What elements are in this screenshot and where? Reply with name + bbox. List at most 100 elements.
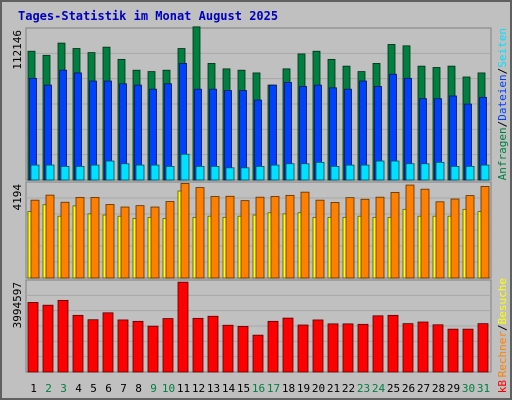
bar-besuche	[255, 196, 265, 279]
x-tick-label: 27	[417, 382, 430, 395]
bar-besuche	[120, 206, 130, 279]
x-tick-label: 23	[357, 382, 370, 395]
bar-besuche	[420, 188, 430, 279]
x-tick-label: 9	[150, 382, 157, 395]
bar-seiten	[255, 166, 265, 181]
x-tick-label: 22	[342, 382, 355, 395]
bar-seiten	[195, 166, 205, 181]
legend-entry: kB	[496, 380, 509, 394]
bar-seiten	[90, 164, 100, 181]
bar-besuche	[285, 194, 295, 279]
bar-kb	[237, 325, 249, 373]
bar-besuche	[360, 198, 370, 279]
bar-seiten	[210, 166, 220, 181]
x-tick-label: 10	[162, 382, 175, 395]
x-tick-label: 26	[402, 382, 415, 395]
bar-kb	[372, 315, 384, 373]
bar-besuche	[75, 197, 85, 279]
bar-seiten	[405, 163, 415, 181]
bar-besuche	[30, 199, 40, 279]
x-tick-label: 7	[120, 382, 127, 395]
bar-seiten	[360, 164, 370, 181]
bar-seiten	[375, 160, 385, 181]
x-tick-label: 6	[105, 382, 112, 395]
bar-kb	[477, 323, 489, 373]
bar-besuche	[225, 195, 235, 279]
bar-seiten	[480, 164, 490, 181]
bar-seiten	[240, 167, 250, 181]
bar-dateien	[239, 90, 247, 181]
x-tick-label: 4	[75, 382, 82, 395]
x-tick-label: 13	[207, 382, 220, 395]
bar-besuche	[210, 196, 220, 279]
bar-seiten	[315, 161, 325, 181]
x-tick-label: 3	[60, 382, 67, 395]
y-max-label-anfragen: 112146	[11, 30, 24, 70]
bar-kb	[87, 319, 99, 373]
bar-kb	[57, 299, 69, 373]
x-tick-label: 12	[192, 382, 205, 395]
bar-besuche	[390, 191, 400, 279]
bar-seiten	[105, 160, 115, 181]
legend-anfragen-dateien-seiten: Anfragen/Dateien/Seiten	[496, 28, 509, 180]
bar-kb	[312, 319, 324, 373]
x-tick-label: 5	[90, 382, 97, 395]
bar-kb	[177, 281, 189, 373]
bar-kb	[147, 325, 159, 373]
bar-besuche	[165, 201, 175, 279]
bar-kb	[192, 317, 204, 373]
bar-dateien	[164, 83, 172, 181]
bar-kb	[222, 324, 234, 373]
x-tick-label: 28	[432, 382, 445, 395]
x-tick-label: 17	[267, 382, 280, 395]
bar-besuche	[435, 201, 445, 279]
y-max-label-besuche: 4194	[11, 184, 24, 211]
x-tick-label: 31	[477, 382, 490, 395]
bar-seiten	[75, 166, 85, 181]
bar-besuche	[480, 186, 490, 279]
bar-kb	[432, 324, 444, 373]
bar-kb	[282, 317, 294, 373]
bar-kb	[162, 318, 174, 373]
bar-kb	[447, 328, 459, 373]
bar-kb	[327, 323, 339, 373]
bar-besuche	[135, 205, 145, 279]
bar-kb	[357, 323, 369, 373]
x-tick-label: 8	[135, 382, 142, 395]
bar-seiten	[180, 153, 190, 181]
bar-kb	[297, 324, 309, 373]
bar-seiten	[435, 161, 445, 181]
bar-seiten	[345, 164, 355, 181]
bar-kb	[42, 304, 54, 373]
bar-seiten	[270, 164, 280, 181]
bar-kb	[252, 334, 264, 373]
bar-seiten	[60, 166, 70, 181]
bar-besuche	[240, 200, 250, 279]
bar-seiten	[330, 166, 340, 181]
legend-entry: /	[496, 324, 509, 331]
legend-entry: Rechner	[496, 331, 509, 378]
bar-kb	[417, 321, 429, 373]
x-tick-label: 24	[372, 382, 386, 395]
legend-entry: Anfragen	[496, 127, 509, 180]
legend-entry: /	[496, 121, 509, 128]
bar-dateien	[224, 90, 232, 181]
x-tick-label: 25	[387, 382, 400, 395]
bar-kb	[387, 314, 399, 373]
bar-seiten	[225, 167, 235, 181]
bar-seiten	[30, 164, 40, 181]
legend-entry: /	[496, 68, 509, 75]
x-tick-label: 14	[222, 382, 236, 395]
bar-kb	[117, 319, 129, 373]
legend-kb: kB	[496, 380, 509, 394]
bar-besuche	[150, 206, 160, 279]
bar-seiten	[390, 160, 400, 181]
x-tick-label: 2	[45, 382, 52, 395]
x-tick-label: 19	[297, 382, 310, 395]
chart-title: Tages-Statistik im Monat August 2025	[18, 9, 278, 23]
bar-dateien	[74, 72, 82, 181]
bar-besuche	[60, 201, 70, 279]
bar-kb	[102, 312, 114, 373]
x-tick-label: 16	[252, 382, 265, 395]
